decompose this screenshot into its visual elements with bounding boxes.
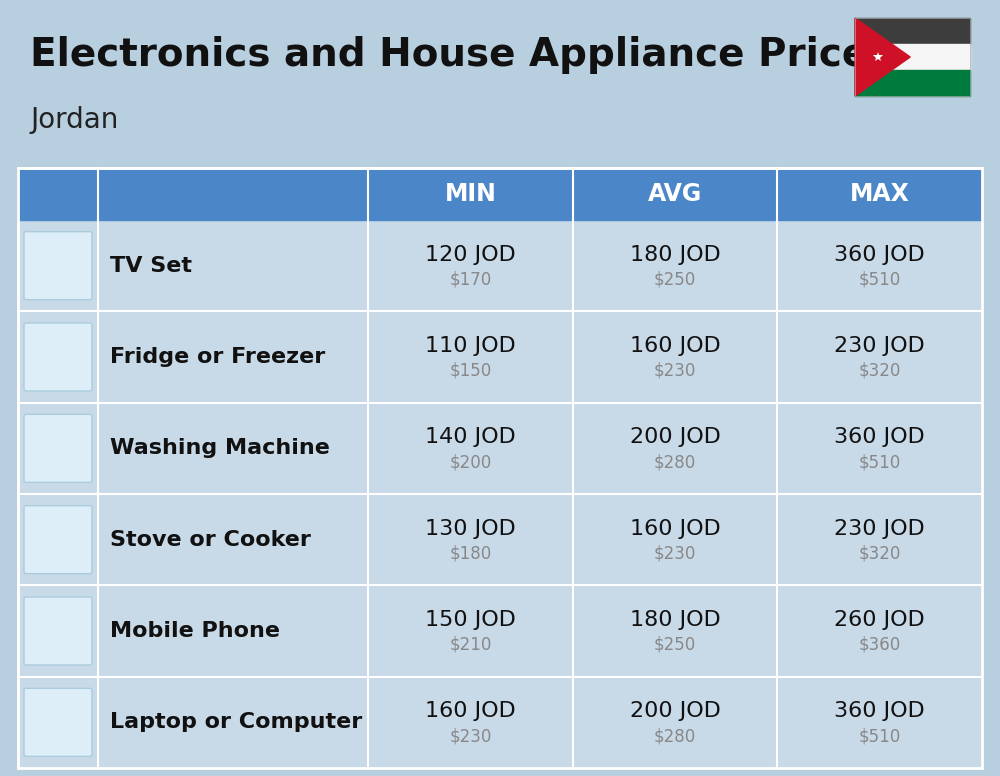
Text: 360 JOD: 360 JOD (834, 428, 925, 448)
Text: 180 JOD: 180 JOD (630, 610, 720, 630)
Text: $360: $360 (859, 636, 901, 653)
Text: $510: $510 (859, 727, 901, 745)
Text: $510: $510 (859, 270, 901, 289)
Bar (18, 403, 982, 494)
Text: 140 JOD: 140 JOD (425, 428, 516, 448)
Text: $180: $180 (449, 545, 491, 563)
Text: 180 JOD: 180 JOD (630, 244, 720, 265)
FancyBboxPatch shape (24, 688, 92, 757)
Text: TV Set: TV Set (110, 255, 192, 275)
Text: $230: $230 (654, 545, 696, 563)
Bar (18, 220, 982, 311)
Bar (18, 168, 982, 768)
Bar (18, 311, 982, 403)
Text: $320: $320 (858, 545, 901, 563)
Text: 360 JOD: 360 JOD (834, 702, 925, 722)
Text: $510: $510 (859, 453, 901, 471)
Text: $170: $170 (449, 270, 491, 289)
Bar (18, 677, 982, 768)
Text: $210: $210 (449, 636, 492, 653)
Bar (18, 494, 982, 585)
FancyBboxPatch shape (24, 506, 92, 573)
Text: $280: $280 (654, 727, 696, 745)
Text: 260 JOD: 260 JOD (834, 610, 925, 630)
FancyBboxPatch shape (24, 414, 92, 483)
FancyBboxPatch shape (24, 597, 92, 665)
Text: AVG: AVG (648, 182, 702, 206)
Text: Jordan: Jordan (30, 106, 118, 134)
Text: MIN: MIN (444, 182, 496, 206)
Text: 120 JOD: 120 JOD (425, 244, 516, 265)
Text: $280: $280 (654, 453, 696, 471)
Bar (855, 70, 970, 96)
Bar (855, 18, 970, 44)
Text: 110 JOD: 110 JOD (425, 336, 516, 356)
Bar (855, 18, 970, 96)
Text: MAX: MAX (850, 182, 910, 206)
Text: 230 JOD: 230 JOD (834, 518, 925, 539)
Text: Fridge or Freezer: Fridge or Freezer (110, 347, 325, 367)
Text: Stove or Cooker: Stove or Cooker (110, 530, 311, 549)
Text: Laptop or Computer: Laptop or Computer (110, 712, 362, 733)
FancyBboxPatch shape (24, 232, 92, 300)
Text: Mobile Phone: Mobile Phone (110, 621, 280, 641)
Text: $230: $230 (449, 727, 492, 745)
Text: $320: $320 (858, 362, 901, 379)
Text: $200: $200 (449, 453, 491, 471)
FancyBboxPatch shape (24, 323, 92, 391)
Text: 200 JOD: 200 JOD (630, 702, 720, 722)
Polygon shape (855, 18, 910, 96)
Bar (18, 585, 982, 677)
Text: 160 JOD: 160 JOD (630, 336, 720, 356)
Text: 130 JOD: 130 JOD (425, 518, 516, 539)
Text: 160 JOD: 160 JOD (425, 702, 516, 722)
Text: 150 JOD: 150 JOD (425, 610, 516, 630)
Text: 200 JOD: 200 JOD (630, 428, 720, 448)
Text: $250: $250 (654, 636, 696, 653)
Text: 360 JOD: 360 JOD (834, 244, 925, 265)
Text: $230: $230 (654, 362, 696, 379)
Text: 160 JOD: 160 JOD (630, 518, 720, 539)
Bar (18, 168, 982, 220)
Text: $150: $150 (449, 362, 491, 379)
Text: 230 JOD: 230 JOD (834, 336, 925, 356)
Text: Electronics and House Appliance Prices: Electronics and House Appliance Prices (30, 36, 891, 74)
Bar (855, 44, 970, 70)
Text: Washing Machine: Washing Machine (110, 438, 330, 459)
Text: $250: $250 (654, 270, 696, 289)
